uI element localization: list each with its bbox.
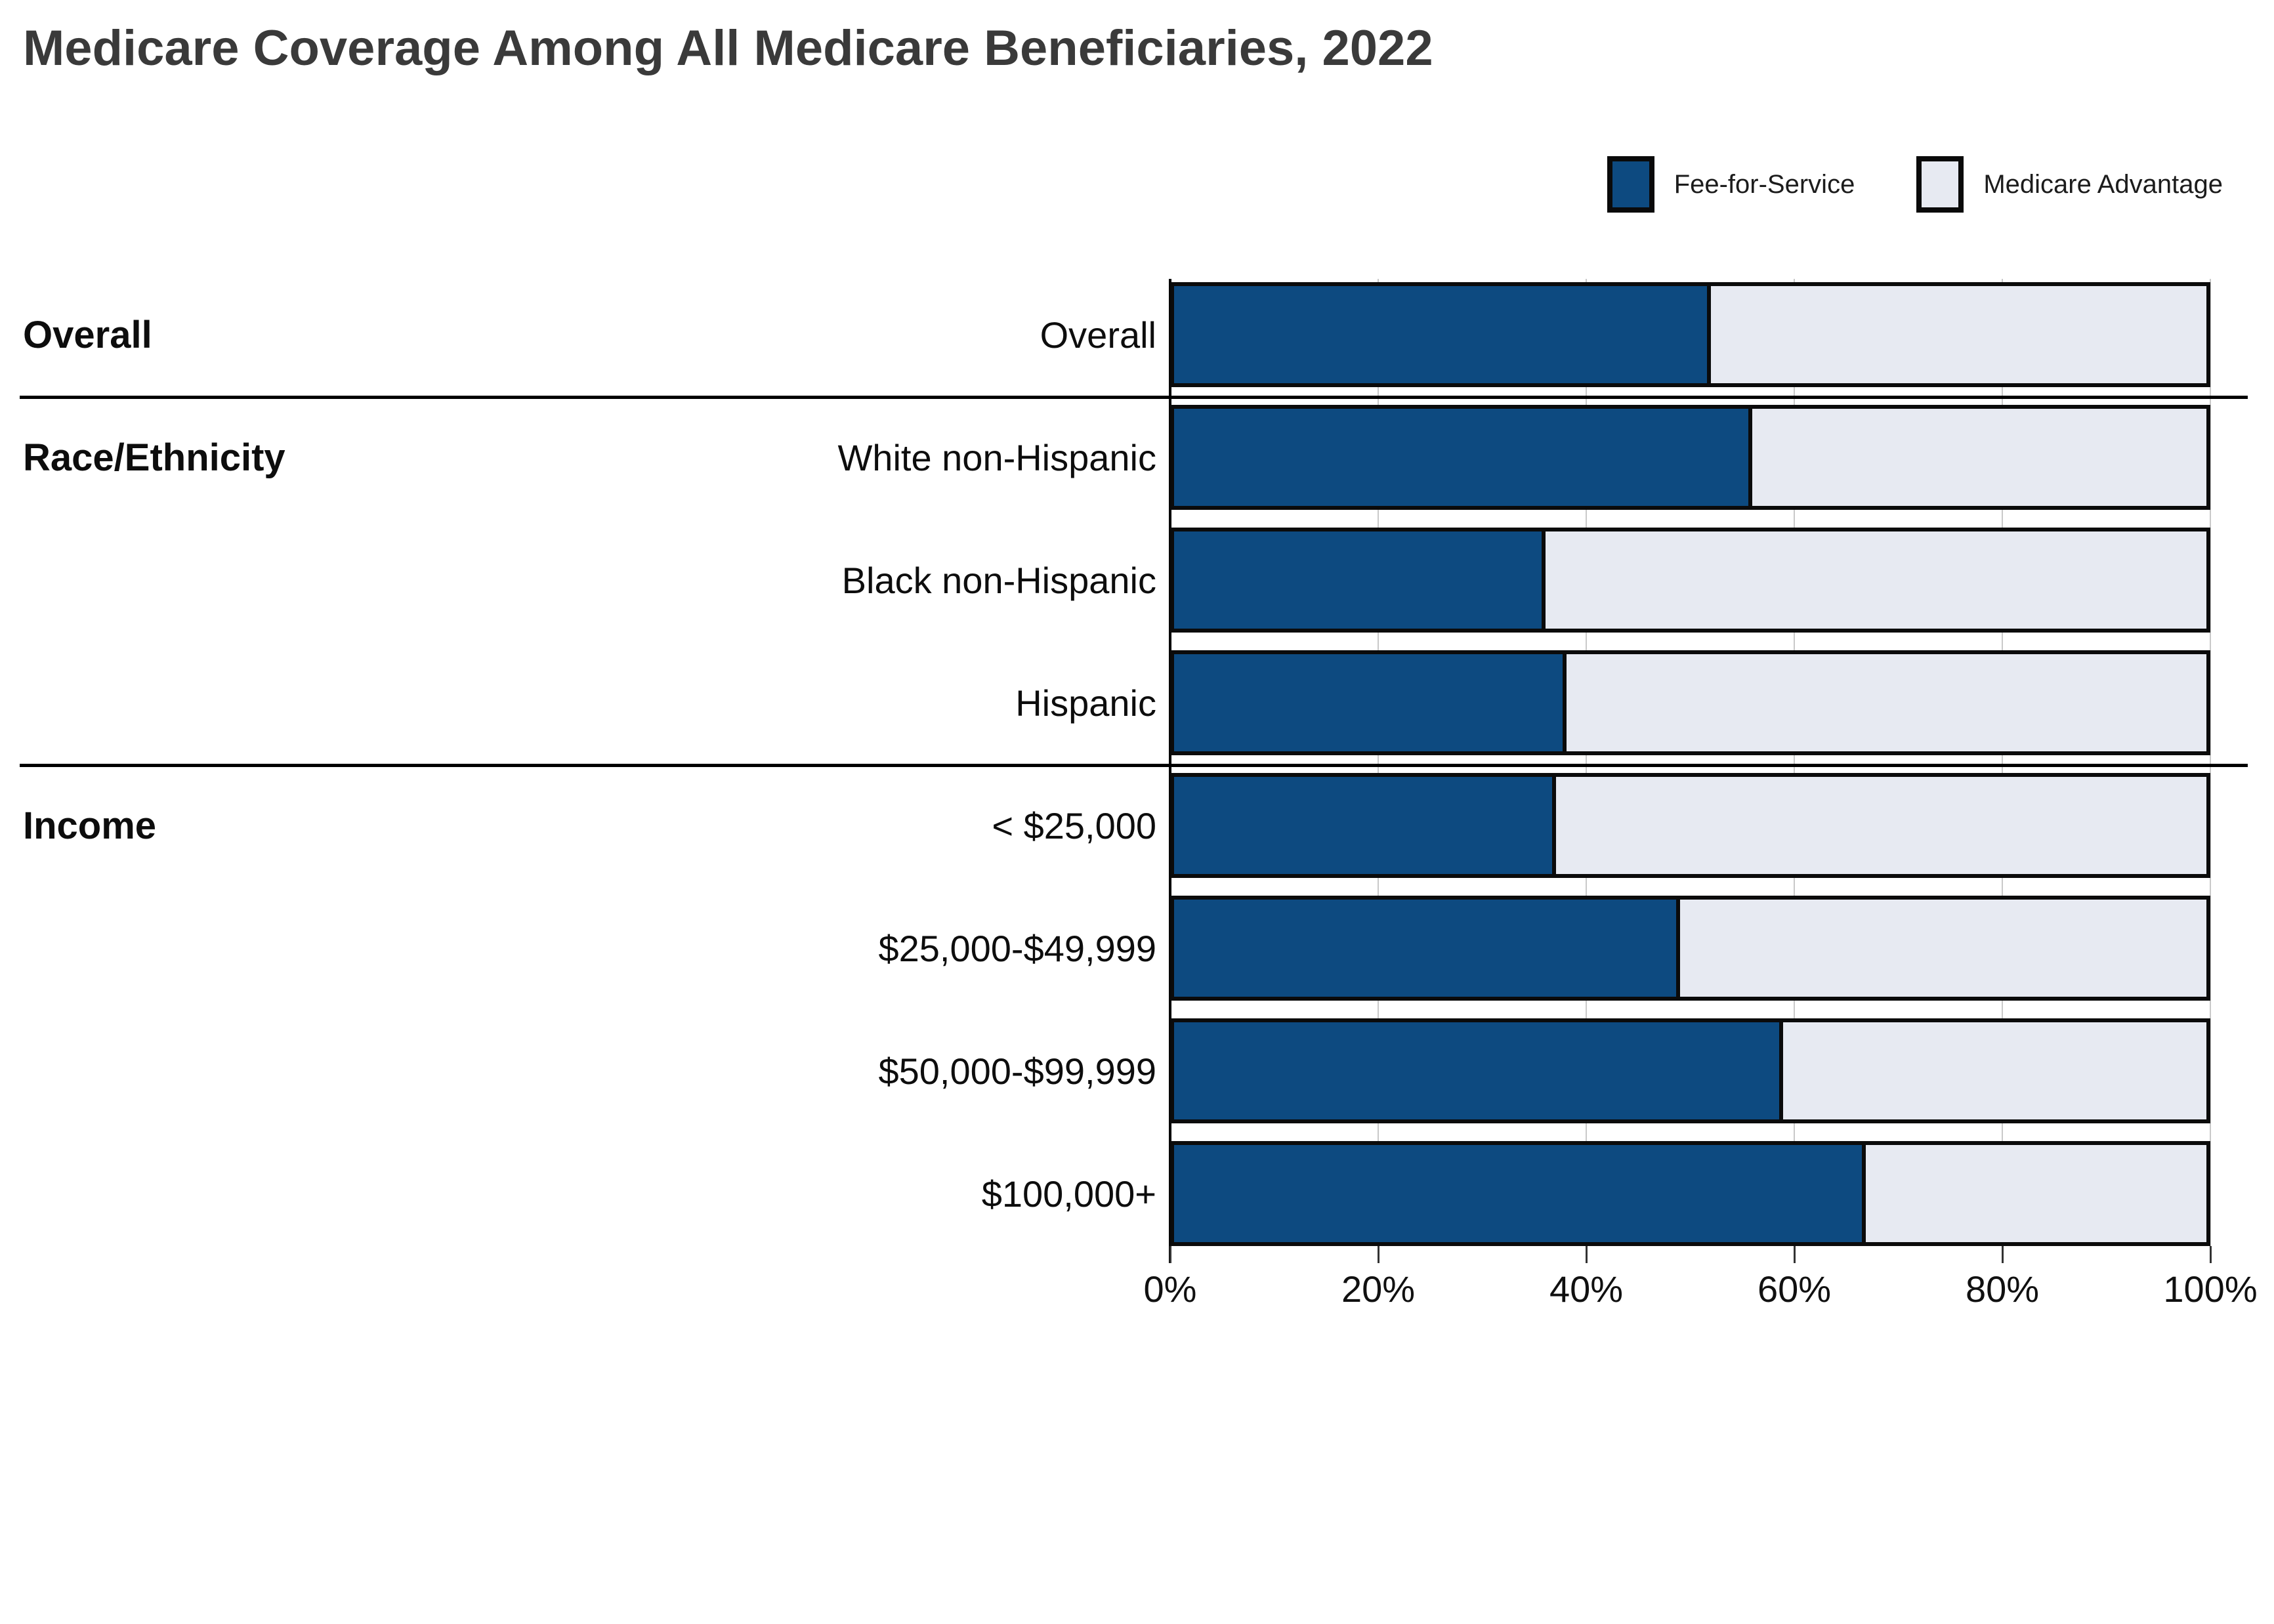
category-label-0: Overall <box>1040 314 1156 356</box>
legend-swatch-medicare-advantage-icon <box>1916 156 1964 213</box>
stacked-bar-1 <box>1170 405 2210 510</box>
group-label-income: Income <box>23 804 157 847</box>
x-axis-tick-label-20: 20% <box>1341 1268 1416 1310</box>
stacked-bar-2 <box>1170 528 2210 633</box>
x-axis-tick-0 <box>1169 1246 1171 1263</box>
stacked-bar-4 <box>1170 773 2210 878</box>
legend-swatch-fee-for-service-icon <box>1607 156 1654 213</box>
category-label-2: Black non-Hispanic <box>841 559 1156 601</box>
y-axis-line <box>1169 279 1171 1263</box>
bar-segment-fee-for-service <box>1174 286 1711 383</box>
bar-segment-medicare-advantage <box>1865 1145 2206 1242</box>
bar-segment-medicare-advantage <box>1783 1022 2206 1119</box>
category-label-6: $50,000-$99,999 <box>878 1050 1157 1092</box>
bar-segment-fee-for-service <box>1174 1022 1784 1119</box>
category-label-7: $100,000+ <box>981 1173 1156 1215</box>
legend-label-fee-for-service: Fee-for-Service <box>1674 169 1855 199</box>
category-label-1: White non-Hispanic <box>837 436 1156 478</box>
x-axis-tick-label-60: 60% <box>1757 1268 1832 1310</box>
bar-segment-fee-for-service <box>1174 1145 1866 1242</box>
stacked-bar-7 <box>1170 1141 2210 1246</box>
x-axis-tick-80 <box>2002 1246 2004 1263</box>
category-label-3: Hispanic <box>1015 682 1156 724</box>
bar-segment-fee-for-service <box>1174 654 1567 751</box>
group-label-overall: Overall <box>23 313 152 356</box>
group-divider-1 <box>20 396 2248 399</box>
gridline-20 <box>1378 279 1379 1246</box>
bar-segment-medicare-advantage <box>1752 409 2206 506</box>
gridline-80 <box>2002 279 2003 1246</box>
stacked-bar-5 <box>1170 896 2210 1001</box>
x-axis-tick-label-80: 80% <box>1965 1268 2040 1310</box>
x-axis-tick-100 <box>2210 1246 2212 1263</box>
category-label-5: $25,000-$49,999 <box>878 927 1157 969</box>
stacked-bar-6 <box>1170 1018 2210 1123</box>
gridline-40 <box>1586 279 1587 1246</box>
bar-segment-fee-for-service <box>1174 531 1546 629</box>
bar-segment-fee-for-service <box>1174 777 1556 874</box>
group-divider-2 <box>20 764 2248 767</box>
chart-title: Medicare Coverage Among All Medicare Ben… <box>23 20 1433 76</box>
bar-segment-medicare-advantage <box>1556 777 2206 874</box>
stacked-bar-3 <box>1170 650 2210 755</box>
legend-item-fee-for-service: Fee-for-Service <box>1607 156 1855 213</box>
bar-segment-medicare-advantage <box>1679 900 2206 997</box>
x-axis-tick-20 <box>1378 1246 1379 1263</box>
x-axis-tick-60 <box>1794 1246 1796 1263</box>
stacked-bar-0 <box>1170 282 2210 387</box>
legend-item-medicare-advantage: Medicare Advantage <box>1916 156 2223 213</box>
gridline-100 <box>2210 279 2211 1246</box>
gridline-60 <box>1794 279 1795 1246</box>
legend-label-medicare-advantage: Medicare Advantage <box>1983 169 2223 199</box>
bar-segment-fee-for-service <box>1174 409 1752 506</box>
x-axis-tick-label-40: 40% <box>1549 1268 1624 1310</box>
category-label-4: < $25,000 <box>992 804 1156 846</box>
x-axis-tick-label-100: 100% <box>2163 1268 2258 1310</box>
bar-segment-medicare-advantage <box>1710 286 2206 383</box>
legend: Fee-for-Service Medicare Advantage <box>1607 156 2223 213</box>
bar-segment-fee-for-service <box>1174 900 1680 997</box>
bar-segment-medicare-advantage <box>1546 531 2206 629</box>
x-axis-tick-40 <box>1586 1246 1588 1263</box>
x-axis-tick-label-0: 0% <box>1143 1268 1197 1310</box>
bar-segment-medicare-advantage <box>1566 654 2206 751</box>
group-label-race-ethnicity: Race/Ethnicity <box>23 436 285 479</box>
